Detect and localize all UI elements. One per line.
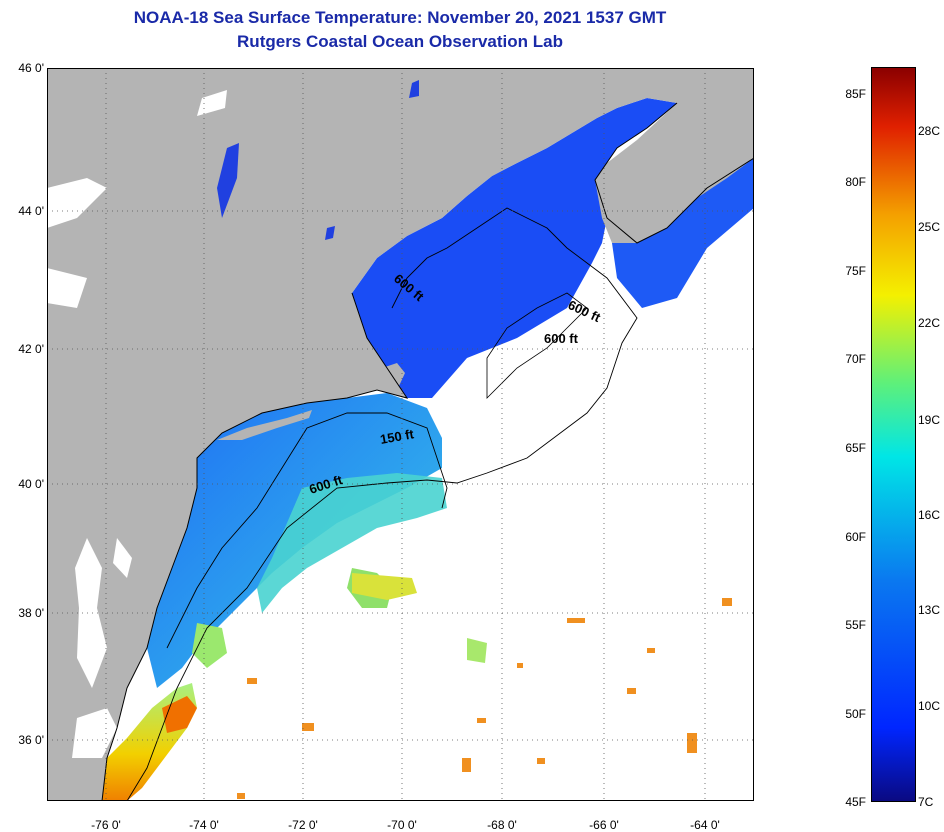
- contour-label-150ft: 150 ft: [379, 426, 416, 447]
- colorbar-label-70f: 70F: [845, 352, 866, 366]
- lakes: [47, 90, 227, 308]
- graticule: [47, 68, 754, 801]
- map-frame: [47, 68, 754, 801]
- sst-shelf-break-warm: [257, 473, 447, 613]
- delaware-bay: [113, 538, 132, 578]
- colorbar-label-80f: 80F: [845, 175, 866, 189]
- lat-label-40: 40 0': [18, 477, 44, 491]
- colorbar-label-19c: 19C: [918, 413, 941, 427]
- coastline: [101, 102, 754, 801]
- colorbar-label-55f: 55F: [845, 618, 866, 632]
- contour-600ft: [126, 207, 638, 801]
- lat-label-42: 42 0': [18, 342, 44, 356]
- map-subtitle: Rutgers Coastal Ocean Observation Lab: [237, 32, 563, 51]
- land-long-island: [217, 410, 312, 440]
- lon-label-72: -72 0': [288, 818, 318, 832]
- colorbar-label-60f: 60F: [845, 530, 866, 544]
- sst-map: 600 ft 600 ft 600 ft 150 ft 600 ft: [47, 68, 754, 801]
- contour-georges-bank: [486, 292, 588, 399]
- sst-scattered-warm-pixels: [237, 598, 732, 799]
- land-nova-scotia: [595, 98, 754, 243]
- contour-150ft: [166, 412, 448, 649]
- colorbar-label-13c: 13C: [918, 603, 941, 617]
- colorbar-label-65f: 65F: [845, 441, 866, 455]
- colorbar-label-7c: 7C: [918, 795, 934, 809]
- sst-offshore-yellow-patch: [352, 573, 417, 600]
- pamlico-sound: [72, 708, 117, 758]
- lon-label-66: -66 0': [589, 818, 619, 832]
- lon-label-76: -76 0': [91, 818, 121, 832]
- sst-gulf-of-maine: [352, 98, 677, 398]
- map-title: NOAA-18 Sea Surface Temperature: Novembe…: [133, 8, 667, 27]
- lat-label-36: 36 0': [18, 733, 44, 747]
- colorbar-label-75f: 75F: [845, 264, 866, 278]
- sst-scotian-shelf: [612, 158, 754, 308]
- colorbar-label-25c: 25C: [918, 220, 941, 234]
- lat-label-46: 46 0': [18, 61, 44, 75]
- lon-label-68: -68 0': [487, 818, 517, 832]
- colorbar-label-28c: 28C: [918, 124, 941, 138]
- chesapeake-bay: [75, 538, 107, 688]
- colorbar-label-16c: 16C: [918, 508, 941, 522]
- colorbar-label-50f: 50F: [845, 707, 866, 721]
- lat-label-38: 38 0': [18, 606, 44, 620]
- land-north-america: [47, 68, 754, 801]
- lon-label-70: -70 0': [387, 818, 417, 832]
- lat-label-44: 44 0': [18, 204, 44, 218]
- sst-green-patch-3: [467, 638, 487, 663]
- contour-label-600ft-georges: 600 ft: [544, 331, 579, 346]
- colorbar-label-45f: 45F: [845, 795, 866, 809]
- temperature-colorbar: [871, 67, 916, 802]
- colorbar-label-10c: 10C: [918, 699, 941, 713]
- colorbar-label-85f: 85F: [845, 87, 866, 101]
- inland-cold-water: [217, 80, 419, 240]
- lon-label-74: -74 0': [189, 818, 219, 832]
- colorbar-label-22c: 22C: [918, 316, 941, 330]
- sst-green-patch-2: [192, 623, 227, 668]
- lon-label-64: -64 0': [690, 818, 720, 832]
